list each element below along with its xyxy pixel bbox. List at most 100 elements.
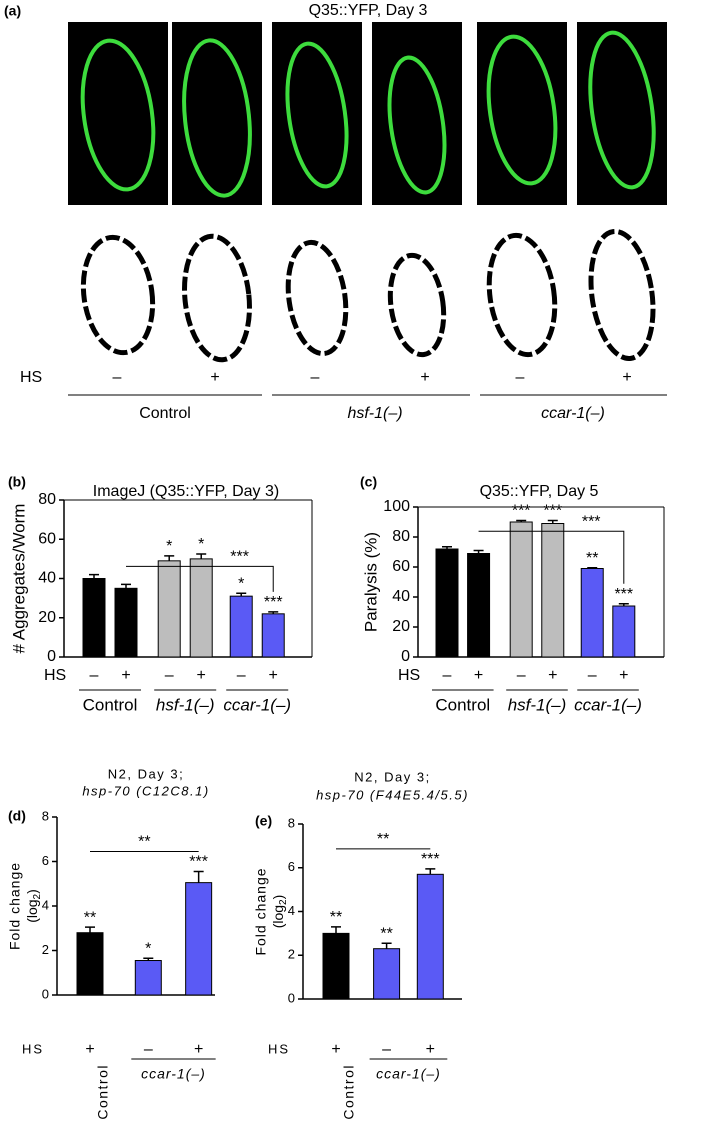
significance: *** — [614, 586, 633, 603]
bar — [541, 523, 565, 658]
hs-sign: + — [548, 667, 557, 684]
error-bar — [618, 603, 629, 606]
group-label: Control — [83, 695, 138, 714]
micrograph — [272, 22, 362, 205]
bracket — [478, 530, 625, 584]
error-bar — [381, 942, 392, 949]
unit-part: (log — [270, 905, 286, 928]
group-label: ccar-1(–) — [574, 695, 642, 714]
y-axis-unit: (log2) — [270, 895, 289, 929]
y-axis-label: # Aggregates/Worm — [9, 504, 28, 654]
chart: (d) N2, Day 3; hsp-70 (C12C8.1) Fold change… — [7, 766, 216, 1120]
y-tick-label: 0 — [47, 648, 56, 665]
significance: *** — [264, 594, 283, 611]
hs-sign: – — [165, 667, 174, 684]
group-label: hsf-1(–) — [156, 695, 215, 714]
hs-sign: + — [85, 1041, 94, 1058]
panel-label: (c) — [360, 474, 377, 490]
bar — [157, 560, 181, 658]
bar — [134, 960, 162, 996]
chart-title: N2, Day 3; — [108, 766, 184, 781]
y-axis-label: Fold change — [7, 862, 23, 950]
error-bar — [164, 555, 175, 561]
unit-part: (log — [24, 899, 40, 922]
hs-sign: + — [121, 667, 130, 684]
y-tick-label: 100 — [383, 498, 410, 515]
group-label: ccar-1(–) — [376, 1066, 441, 1082]
group-label: ccar-1(–) — [141, 1066, 206, 1082]
hs-sign: + — [420, 369, 429, 386]
group-label: Control — [341, 1064, 357, 1120]
chart-title: hsp-70 (C12C8.1) — [82, 783, 209, 798]
chart: (b)ImageJ (Q35::YFP, Day 3)# Aggregates/… — [8, 474, 313, 714]
hs-sign: + — [619, 667, 628, 684]
y-tick-label: 40 — [38, 570, 56, 587]
y-tick-label: 6 — [42, 853, 49, 868]
chart-title: ImageJ (Q35::YFP, Day 3) — [93, 483, 279, 500]
significance: * — [145, 941, 151, 958]
hs-sign: – — [443, 667, 452, 684]
bar — [373, 948, 401, 1000]
y-tick-label: 60 — [38, 530, 56, 547]
hs-sign: + — [210, 369, 219, 386]
bar — [114, 587, 138, 658]
group-label: Control — [95, 1064, 111, 1120]
error-bar — [85, 926, 95, 933]
hs-sign: – — [144, 1041, 153, 1058]
chart-title: Q35::YFP, Day 5 — [480, 483, 599, 500]
bracket — [126, 565, 274, 592]
y-tick-label: 2 — [288, 947, 295, 962]
group-label: hsf-1(–) — [347, 405, 402, 422]
hs-sign: – — [517, 667, 526, 684]
error-bar — [121, 583, 132, 589]
error-bar — [425, 868, 436, 875]
error-bar — [587, 567, 598, 569]
y-tick-label: 8 — [288, 815, 295, 830]
y-tick-label: 20 — [392, 618, 410, 635]
error-bar — [442, 546, 452, 549]
unit-part: ) — [24, 889, 40, 894]
chart-title: N2, Day 3; — [354, 769, 430, 784]
significance: *** — [543, 503, 562, 520]
hs-label: HS — [22, 1041, 44, 1056]
y-axis-unit: (log2) — [24, 889, 43, 923]
bracket-label: *** — [230, 549, 249, 566]
hs-sign: – — [382, 1041, 391, 1058]
bar — [612, 605, 636, 658]
y-tick-label: 6 — [288, 859, 295, 874]
chart: (e) N2, Day 3; hsp-70 (F44E5.4/5.5) Fold ch… — [253, 769, 468, 1120]
error-bar — [193, 870, 204, 883]
y-tick-label: 2 — [42, 942, 49, 957]
group-label: Control — [139, 405, 191, 422]
hs-sign: + — [474, 667, 483, 684]
hs-sign: – — [90, 667, 99, 684]
significance: *** — [189, 854, 208, 871]
y-axis-label: Fold change — [253, 867, 269, 955]
error-bar — [331, 926, 341, 934]
bar — [467, 553, 491, 658]
panel-title: Q35::YFP, Day 3 — [309, 2, 428, 19]
hs-sign: – — [588, 667, 597, 684]
hs-sign: – — [113, 369, 122, 386]
significance: *** — [512, 503, 531, 520]
bar — [580, 568, 604, 658]
panel-label: (d) — [8, 808, 26, 824]
panel-a-images — [68, 22, 667, 396]
unit-part: ) — [270, 895, 286, 900]
y-tick-label: 0 — [42, 986, 49, 1001]
group-label: hsf-1(–) — [508, 695, 567, 714]
bar — [261, 613, 285, 658]
worm-green — [80, 30, 656, 198]
group-label: ccar-1(–) — [223, 695, 291, 714]
error-bar — [516, 519, 527, 522]
y-tick-label: 20 — [38, 609, 56, 626]
significance: * — [198, 536, 204, 553]
error-bar — [196, 553, 207, 559]
bar — [185, 882, 213, 996]
y-axis-label: Paralysis (%) — [361, 532, 380, 632]
significance: ** — [586, 550, 598, 567]
significance: * — [238, 575, 244, 592]
hs-sign: + — [194, 1041, 203, 1058]
